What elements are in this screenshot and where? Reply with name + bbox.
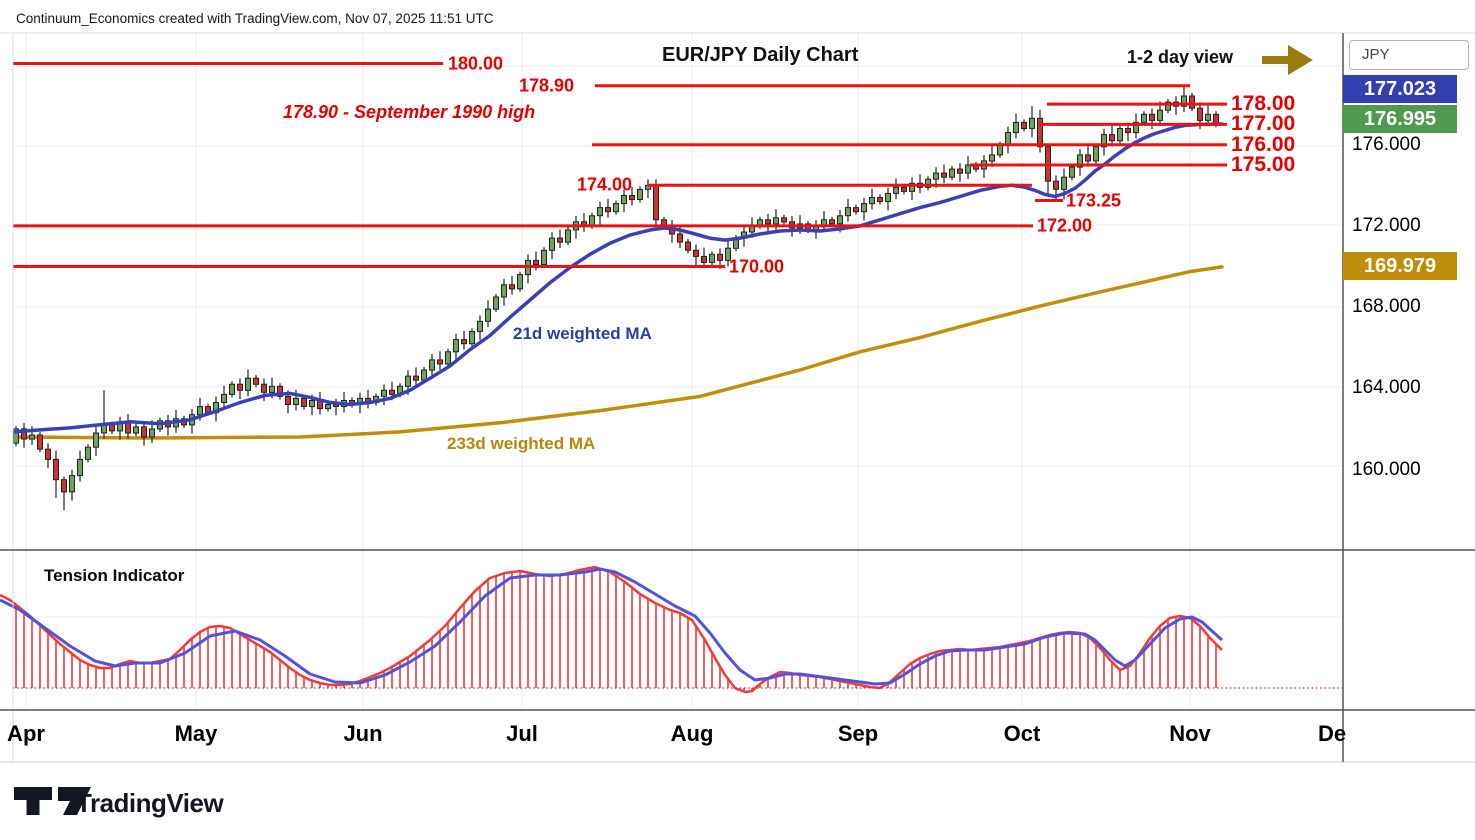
level-label-180.00: 180.00: [448, 53, 504, 73]
level-label-177.00: 177.00: [1231, 112, 1296, 136]
arrow-right-icon: [1262, 45, 1313, 75]
month-label-oct: Oct: [1003, 721, 1041, 746]
level-label-172.00: 172.00: [1037, 215, 1093, 236]
tradingview-logo: TradingView: [14, 783, 314, 828]
ma233-value-badge: 169.979: [1343, 252, 1457, 280]
level-label-178.90: 178.90: [519, 75, 575, 96]
month-label-may: May: [174, 721, 218, 746]
month-label-sep: Sep: [837, 721, 879, 746]
ma233-line: [12, 265, 1224, 440]
ma21-line-label: 21d weighted MA: [513, 324, 652, 343]
tradingview-logo-mark: TradingView: [14, 787, 225, 818]
month-label-aug: Aug: [670, 721, 714, 746]
tradingview-wordmark: TradingView: [76, 788, 224, 818]
month-label-nov: Nov: [1169, 721, 1211, 746]
level-lines: [13, 62, 1227, 268]
ma233-line-label: 233d weighted MA: [447, 434, 596, 453]
month-label-apr: Apr: [7, 721, 45, 746]
month-label-de: De: [1318, 721, 1347, 746]
level-label-175.00: 175.00: [1231, 153, 1296, 176]
view-horizon-note: 1-2 day view: [1127, 47, 1234, 67]
attribution-credit: Continuum_Economics created with Trading…: [16, 11, 494, 26]
candlestick-series: [13, 86, 1219, 511]
currency-label: JPY: [1362, 46, 1390, 63]
level-label-170.00: 170.00: [729, 256, 785, 276]
price-tick-label: 172.000: [1352, 214, 1421, 236]
ma21-line: [12, 122, 1224, 434]
month-label-jul: Jul: [506, 721, 538, 746]
tension-indicator-title: Tension Indicator: [44, 566, 185, 585]
price-tick-label: 168.000: [1352, 296, 1421, 318]
level-label-176.00: 176.00: [1231, 132, 1296, 156]
price-tick-label: 160.000: [1352, 458, 1421, 480]
month-label-jun: Jun: [343, 721, 383, 746]
level-label-173.25: 173.25: [1066, 190, 1122, 211]
price-tick-label: 164.000: [1352, 377, 1421, 399]
level-label-178.00: 178.00: [1231, 92, 1296, 116]
price-tick-label: 176.000: [1352, 133, 1421, 155]
price-scale-currency-badge: JPY: [1349, 40, 1469, 70]
ma21-value-badge: 177.023: [1343, 75, 1457, 103]
chart-title: EUR/JPY Daily Chart: [662, 44, 859, 66]
tension-blue-line: [0, 567, 1224, 686]
tension-histogram: [15, 567, 1217, 692]
level-label-174.00: 174.00: [577, 174, 633, 195]
last-price-badge: 176.995: [1343, 105, 1457, 133]
history-annotation: 178.90 - September 1990 high: [283, 102, 536, 122]
